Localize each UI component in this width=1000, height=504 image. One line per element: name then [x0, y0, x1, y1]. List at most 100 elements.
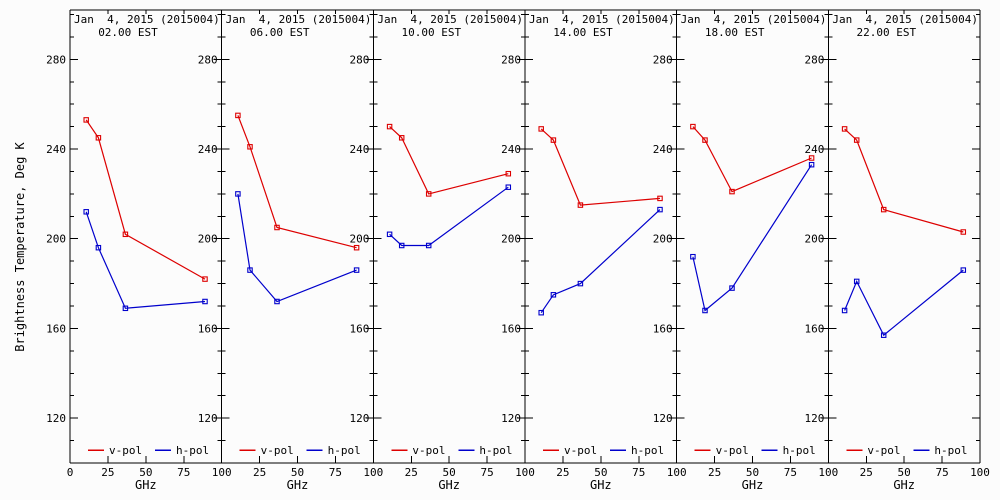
- y-tick-label: 280: [349, 53, 369, 66]
- y-tick-label: 280: [653, 53, 673, 66]
- v-pol-line: [844, 128, 964, 233]
- panel-legend: v-pol h-pol: [694, 444, 816, 457]
- y-tick-label: 120: [804, 412, 824, 425]
- legend-vpol-label: v-pol: [564, 444, 597, 457]
- x-tick-label: 75: [329, 466, 342, 479]
- panel-title-date: Jan 4, 2015 (2015004): [681, 13, 827, 26]
- y-tick-label: 200: [501, 233, 521, 246]
- v-pol-data-point-marker: [808, 155, 815, 161]
- y-tick-label: 160: [501, 322, 521, 335]
- v-pol-line: [389, 126, 509, 195]
- panel-legend: v-pol h-pol: [846, 444, 967, 457]
- h-pol-data-point-marker: [841, 307, 848, 314]
- h-pol-line: [237, 193, 357, 303]
- legend-vpol-label: v-pol: [261, 444, 294, 457]
- h-pol-data-point-marker: [122, 305, 129, 312]
- v-pol-data-point-marker: [83, 117, 89, 123]
- v-pol-data-point-marker: [960, 229, 967, 235]
- legend-hpol-label: h-pol: [479, 444, 512, 457]
- x-tick-label: 75: [177, 466, 190, 479]
- h-pol-data-point-marker: [353, 267, 360, 273]
- v-pol-data-point-marker: [841, 126, 848, 132]
- panel: 120 160 200 240 280 25 50 75 100 GHz Jan 4, 2015 (…: [804, 9, 990, 492]
- panel-title-date: Jan 4, 2015 (2015004): [529, 13, 675, 26]
- v-pol-data-point-marker: [122, 231, 129, 238]
- h-pol-data-point-marker: [853, 278, 860, 285]
- x-tick-label: 50: [291, 466, 304, 479]
- h-pol-data-point-marker: [960, 267, 967, 273]
- x-tick-label: 25: [405, 466, 418, 479]
- h-pol-data-point-marker: [247, 267, 253, 273]
- panel-legend: v-pol h-pol: [391, 444, 512, 457]
- v-pol-data-point-marker: [702, 137, 708, 143]
- x-tick-label: 50: [746, 466, 759, 479]
- v-pol-data-point-marker: [577, 202, 584, 208]
- panel: 120 160 200 240 280 0 25 50 75 100 GHz Jan 4, 2015 …: [46, 9, 232, 492]
- x-tick-label: 50: [139, 466, 152, 479]
- v-pol-data-point-marker: [425, 191, 432, 197]
- v-pol-line: [85, 119, 206, 280]
- v-pol-line: [237, 115, 357, 249]
- v-pol-data-point-marker: [274, 224, 280, 231]
- y-tick-label: 240: [501, 143, 521, 156]
- h-pol-line: [85, 211, 206, 309]
- y-tick-label: 200: [653, 233, 673, 246]
- v-pol-data-point-marker: [247, 144, 253, 150]
- legend-hpol-label: h-pol: [328, 444, 361, 457]
- legend-vpol-label: v-pol: [716, 444, 749, 457]
- x-axis-label: GHz: [438, 478, 460, 492]
- panel-title-time: 18.00 EST: [705, 26, 765, 39]
- x-tick-label: 75: [784, 466, 797, 479]
- x-tick-label: 50: [898, 466, 911, 479]
- x-tick-label: 100: [970, 466, 990, 479]
- legend-hpol-label: h-pol: [783, 444, 816, 457]
- v-pol-data-point-marker: [202, 276, 208, 282]
- x-axis-label: GHz: [135, 478, 157, 492]
- x-tick-label: 50: [594, 466, 607, 479]
- y-tick-label: 200: [46, 233, 66, 246]
- h-pol-data-point-marker: [729, 285, 735, 291]
- legend-hpol-label: h-pol: [934, 444, 967, 457]
- y-tick-label: 160: [804, 322, 824, 335]
- h-pol-data-point-marker: [808, 161, 815, 168]
- x-tick-label: 100: [363, 466, 383, 479]
- v-pol-data-point-marker: [235, 112, 241, 119]
- panel-title-time: 06.00 EST: [250, 26, 310, 39]
- y-tick-label: 120: [198, 412, 218, 425]
- panel: 120 160 200 240 280 25 50 75 100 GHz Jan 4, 2015 (…: [501, 9, 687, 492]
- legend-vpol-label: v-pol: [867, 444, 900, 457]
- h-pol-line: [389, 186, 509, 247]
- h-pol-data-point-marker: [425, 242, 432, 249]
- legend-vpol-label: v-pol: [109, 444, 142, 457]
- y-tick-label: 240: [198, 143, 218, 156]
- h-pol-data-point-marker: [398, 242, 405, 249]
- y-tick-label: 160: [198, 322, 218, 335]
- v-pol-data-point-marker: [690, 123, 696, 130]
- panel-title-date: Jan 4, 2015 (2015004): [377, 13, 523, 26]
- y-tick-label: 240: [653, 143, 673, 156]
- panel: 120 160 200 240 280 25 50 75 100 GHz Jan 4, 2015 (…: [349, 9, 535, 492]
- y-tick-label: 160: [349, 322, 369, 335]
- x-axis-label: GHz: [893, 478, 915, 492]
- y-tick-label: 160: [653, 322, 673, 335]
- h-pol-data-point-marker: [274, 298, 280, 305]
- panel: 120 160 200 240 280 25 50 75 100 GHz Jan 4, 2015 (…: [653, 9, 838, 492]
- h-pol-data-point-marker: [577, 280, 584, 287]
- v-pol-data-point-marker: [657, 195, 663, 202]
- h-pol-data-point-marker: [702, 307, 708, 314]
- x-axis-label: GHz: [742, 478, 764, 492]
- y-tick-label: 200: [198, 233, 218, 246]
- panel-title-time: 10.00 EST: [402, 26, 462, 39]
- v-pol-data-point-marker: [550, 137, 557, 143]
- v-pol-data-point-marker: [398, 135, 405, 141]
- panel-title-date: Jan 4, 2015 (2015004): [74, 13, 220, 26]
- y-tick-label: 240: [349, 143, 369, 156]
- x-tick-label: 25: [708, 466, 721, 479]
- h-pol-data-point-marker: [95, 244, 102, 251]
- panel-legend: v-pol h-pol: [239, 444, 361, 457]
- v-pol-data-point-marker: [880, 206, 887, 213]
- y-tick-label: 280: [501, 53, 521, 66]
- x-tick-label: 100: [818, 466, 838, 479]
